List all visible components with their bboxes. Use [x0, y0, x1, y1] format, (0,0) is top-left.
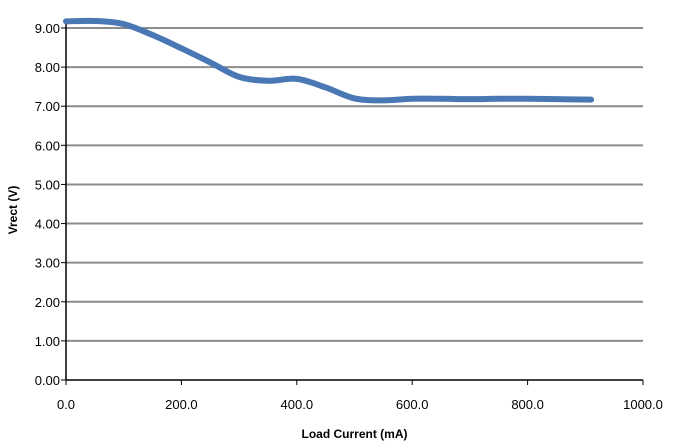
x-tick-labels: 0.0 200.0 400.0 600.0 800.0 1000.0: [57, 380, 663, 412]
gridlines: [66, 27, 643, 342]
y-tick-label: 1.00: [35, 334, 60, 349]
y-tick-label: 3.00: [35, 256, 60, 271]
x-tick-label: 1000.0: [623, 397, 663, 412]
y-tick-label: 8.00: [35, 60, 60, 75]
series-line: [63, 17, 595, 104]
y-tick-label: 4.00: [35, 217, 60, 232]
y-tick-label: 2.00: [35, 295, 60, 310]
y-axis-label: Vrect (V): [6, 186, 20, 235]
y-tick-label: 7.00: [35, 99, 60, 114]
y-tick-label: 9.00: [35, 21, 60, 36]
x-tick-label: 800.0: [511, 397, 544, 412]
y-tick-label: 5.00: [35, 177, 60, 192]
x-tick-label: 0.0: [57, 397, 75, 412]
x-tick-label: 600.0: [396, 397, 429, 412]
x-tick-label: 200.0: [165, 397, 198, 412]
y-tick-labels: 0.00 1.00 2.00 3.00 4.00 5.00 6.00 7.00 8.00 9.00: [35, 21, 66, 388]
y-tick-label: 0.00: [35, 373, 60, 388]
x-tick-label: 400.0: [281, 397, 314, 412]
y-tick-label: 6.00: [35, 138, 60, 153]
x-axis-label: Load Current (mA): [302, 427, 408, 441]
